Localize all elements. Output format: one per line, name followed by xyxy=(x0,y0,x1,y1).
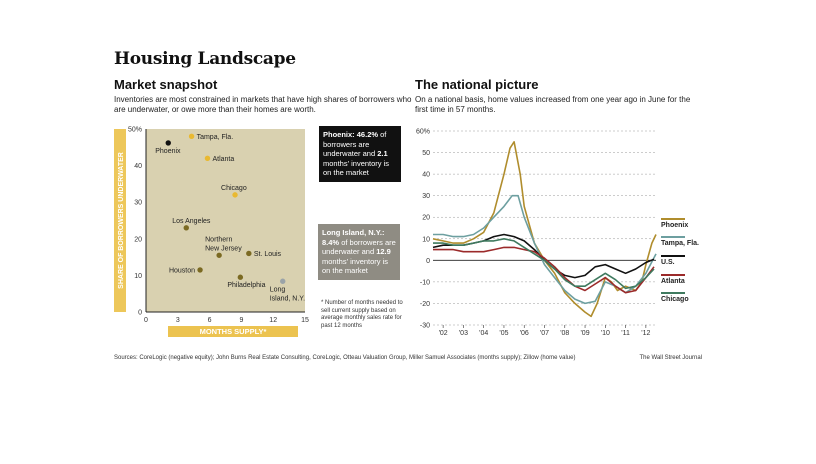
legend-label: U.S. xyxy=(661,259,675,266)
national-picture-title: The national picture xyxy=(415,77,539,92)
callout-text: of borrowers are underwater and xyxy=(322,237,396,257)
scatter-point xyxy=(183,225,189,231)
scatter-plot-area xyxy=(146,129,305,312)
y-tick-label: -20 xyxy=(420,301,430,308)
y-tick-label: 40 xyxy=(134,163,142,170)
scatter-point xyxy=(197,267,203,273)
x-tick-label: 0 xyxy=(144,317,148,324)
series-line xyxy=(432,233,655,279)
x-tick-label: '05 xyxy=(499,330,508,337)
scatter-plot: 0 10 20 30 40 50% 0 3 6 9 12 15 MONTHS SUPPLY* SHARE … xyxy=(114,127,309,337)
y-tick-label: 20 xyxy=(422,215,430,222)
credit-note: The Wall Street Journal xyxy=(639,355,702,361)
market-snapshot-title: Market snapshot xyxy=(114,77,218,92)
x-tick-label: '10 xyxy=(601,330,610,337)
x-tick-label: 12 xyxy=(269,317,277,324)
y-tick-label: 30 xyxy=(134,200,142,207)
scatter-point xyxy=(188,133,195,140)
callout-text: months' inventory is on the market xyxy=(322,256,389,276)
callout-pct: 8.4% xyxy=(322,237,340,247)
x-axis-label: MONTHS SUPPLY* xyxy=(200,327,267,336)
scatter-point xyxy=(246,250,252,257)
point-label: Phoenix xyxy=(155,148,181,155)
long-island-callout: Long Island, N.Y.: 8.4% of borrowers are… xyxy=(318,224,400,280)
scatter-point xyxy=(237,274,244,280)
y-tick-label: 50% xyxy=(128,127,142,134)
callout-city: Phoenix: xyxy=(323,130,355,139)
callout-text: months' inventory is on the market xyxy=(323,158,390,178)
legend-label: Chicago xyxy=(661,296,689,303)
x-tick-label: '04 xyxy=(479,330,488,337)
point-label: Philadelphia xyxy=(227,282,265,289)
x-tick-label: '09 xyxy=(580,330,589,337)
x-tick-label: '02 xyxy=(439,330,448,337)
y-axis-label: SHARE OF BORROWERS UNDERWATER xyxy=(118,152,125,289)
y-tick-label: 20 xyxy=(134,236,142,243)
point-label: Long xyxy=(270,286,286,293)
y-tick-label: 40 xyxy=(422,172,430,179)
national-picture-description: On a national basis, home values increas… xyxy=(415,95,691,114)
x-tick-label: '06 xyxy=(520,330,529,337)
x-tick-label: '07 xyxy=(540,330,549,337)
x-tick-label: '03 xyxy=(459,330,468,337)
page-title: Housing Landscape xyxy=(114,49,296,69)
series-line xyxy=(433,246,655,294)
scatter-point xyxy=(204,155,211,161)
y-tick-label: -30 xyxy=(420,323,430,330)
y-axis-band xyxy=(114,129,126,312)
scatter-point xyxy=(216,252,222,258)
legend-label: Atlanta xyxy=(661,278,685,285)
callout-pct: 46.2% xyxy=(356,130,379,139)
scatter-point xyxy=(165,140,171,146)
y-tick-label: 50 xyxy=(422,150,430,157)
x-tick-label: 9 xyxy=(239,317,243,324)
callout-city: Long Island, N.Y.: xyxy=(322,228,385,237)
y-tick-label: 30 xyxy=(422,193,430,200)
y-tick-label: 0 xyxy=(426,258,430,265)
series-line xyxy=(433,238,655,290)
footnote: * Number of months needed to sell curren… xyxy=(321,300,403,329)
x-axis-band xyxy=(168,326,298,337)
x-tick-label: '11 xyxy=(621,330,630,337)
point-label: Los Angeles xyxy=(172,218,211,225)
point-label: Chicago xyxy=(221,185,247,192)
point-label: Atlanta xyxy=(212,156,234,163)
x-tick-label: '08 xyxy=(560,330,569,337)
phoenix-callout: Phoenix: 46.2% of borrowers are underwat… xyxy=(319,126,401,182)
callout-months: 12.9 xyxy=(376,247,391,256)
legend-label: Phoenix xyxy=(661,222,688,229)
sources-note: Sources: CoreLogic (negative equity); Jo… xyxy=(114,355,576,361)
point-label: Northern xyxy=(205,236,232,243)
graphic-panel: 0 10 20 30 40 50% 0 3 6 9 12 15 MONTHS SUPPLY* SHARE … xyxy=(108,37,708,370)
point-label: Tampa, Fla. xyxy=(197,134,234,141)
y-tick-label: 0 xyxy=(138,310,142,317)
callout-text: of borrowers are underwater and xyxy=(323,130,387,158)
point-label: New Jersey xyxy=(205,245,242,252)
scatter-point xyxy=(232,192,238,198)
y-tick-label: 10 xyxy=(422,236,430,243)
x-tick-label: 3 xyxy=(176,317,180,324)
scatter-point xyxy=(280,278,286,284)
y-tick-label: 10 xyxy=(134,273,142,280)
point-label: Houston xyxy=(169,267,195,274)
point-label: Island, N.Y. xyxy=(270,295,305,302)
line-chart: -30 -20 -10 0 10 20 30 40 50 60% '02 '03 '04 '05 '06 '0… xyxy=(416,129,699,338)
x-tick-label: 15 xyxy=(301,317,309,324)
point-label: St. Louis xyxy=(254,251,282,258)
callout-months: 2.1 xyxy=(377,149,388,158)
y-tick-label: -10 xyxy=(420,279,430,286)
x-tick-label: '12 xyxy=(641,330,650,337)
legend-label: Tampa, Fla. xyxy=(661,240,699,247)
market-snapshot-description: Inventories are most constrained in mark… xyxy=(114,95,412,114)
y-tick-label: 60% xyxy=(416,129,430,136)
charts-svg: 0 10 20 30 40 50% 0 3 6 9 12 15 MONTHS SUPPLY* SHARE … xyxy=(108,83,699,338)
x-tick-label: 6 xyxy=(208,317,212,324)
